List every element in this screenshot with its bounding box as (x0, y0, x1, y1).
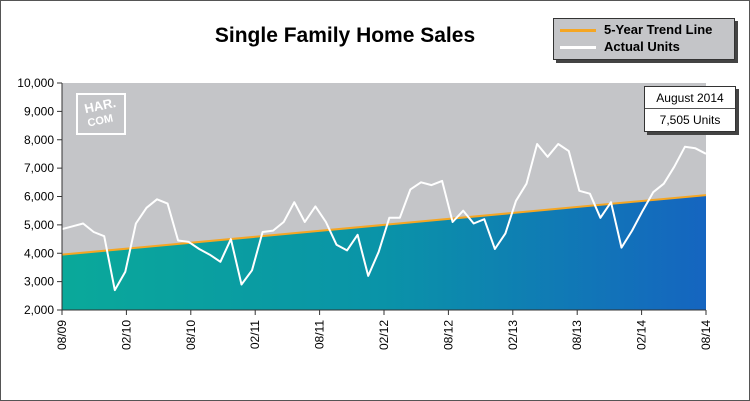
latest-value-callout: August 2014 7,505 Units (644, 86, 736, 132)
y-tick-label: 4,000 (24, 246, 54, 260)
legend-label-trend: 5-Year Trend Line (604, 22, 713, 37)
har-com-logo: HAR. COM (76, 93, 126, 135)
legend-item-actual: Actual Units (560, 38, 730, 56)
y-tick-label: 2,000 (24, 303, 54, 317)
callout-divider (645, 108, 735, 109)
x-tick-label: 08/11 (313, 320, 327, 349)
y-axis-ticks: 2,000 3,000 4,000 5,000 6,000 7,000 8,000 9,000… (17, 76, 62, 317)
x-tick-label: 08/13 (570, 320, 584, 350)
x-axis-ticks: 08/09 02/10 08/10 02/11 08/11 02/12 08/12 02/13… (55, 310, 713, 350)
x-tick-label: 02/12 (377, 320, 391, 350)
legend-swatch-actual (560, 46, 596, 49)
legend-label-actual: Actual Units (604, 39, 680, 54)
x-tick-label: 08/14 (699, 320, 713, 350)
x-tick-label: 02/11 (248, 320, 262, 349)
y-tick-label: 8,000 (24, 133, 54, 147)
x-tick-label: 02/10 (119, 320, 133, 350)
x-tick-label: 08/10 (184, 320, 198, 350)
y-tick-label: 6,000 (24, 190, 54, 204)
x-tick-label: 08/12 (441, 320, 455, 350)
trend-area (62, 195, 706, 310)
chart-title: Single Family Home Sales (214, 24, 476, 47)
logo-text-har: HAR. (83, 95, 117, 116)
legend-swatch-trend (560, 29, 596, 32)
y-tick-label: 5,000 (24, 218, 54, 232)
x-tick-label: 02/13 (506, 320, 520, 350)
chart-legend: 5-Year Trend Line Actual Units (553, 18, 735, 60)
actual-units-line (61, 143, 707, 292)
y-tick-label: 9,000 (24, 104, 54, 118)
y-tick-label: 3,000 (24, 275, 54, 289)
legend-item-trend: 5-Year Trend Line (560, 21, 730, 39)
callout-month: August 2014 (656, 91, 724, 105)
x-tick-label: 02/14 (635, 320, 649, 350)
x-tick-label: 08/09 (55, 320, 69, 350)
y-tick-label: 7,000 (24, 161, 54, 175)
logo-text-com: COM (87, 113, 115, 130)
y-tick-label: 10,000 (17, 76, 54, 90)
trend-line (61, 194, 707, 256)
callout-units: 7,505 Units (659, 113, 721, 127)
